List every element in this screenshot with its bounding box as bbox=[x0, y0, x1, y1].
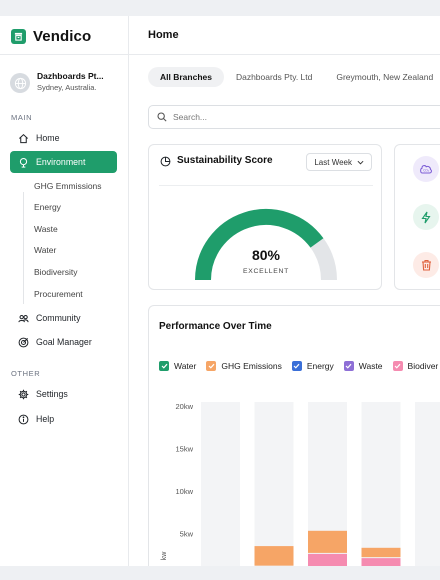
org-switcher[interactable]: Dazhboards Pt... Sydney, Australia. bbox=[10, 71, 104, 94]
globe-icon bbox=[10, 73, 30, 93]
legend-waste[interactable]: Waste bbox=[343, 361, 383, 371]
sidebar: Vendico Dazhboards Pt... Sydney, Austral… bbox=[0, 16, 129, 566]
sustainability-score-card: Sustainability Score Last Week 80% EXCEL… bbox=[148, 144, 382, 290]
top-bar: Home bbox=[129, 16, 440, 55]
app-window: Vendico Dazhboards Pt... Sydney, Austral… bbox=[0, 16, 440, 566]
brand-name: Vendico bbox=[33, 28, 92, 45]
legend-label: Waste bbox=[358, 361, 383, 371]
legend-energy[interactable]: Energy bbox=[291, 361, 334, 371]
sidebar-item-goal-manager[interactable]: Goal Manager bbox=[10, 331, 117, 353]
score-title: Sustainability Score bbox=[177, 155, 273, 166]
home-icon bbox=[19, 133, 28, 143]
sidebar-item-environment[interactable]: Environment bbox=[10, 151, 117, 173]
legend-water[interactable]: Water bbox=[159, 361, 196, 371]
y-tick-label: 5kw bbox=[180, 530, 194, 539]
chevron-down-icon bbox=[357, 160, 364, 164]
checkbox-checked-icon bbox=[392, 361, 403, 371]
lightning-icon[interactable] bbox=[413, 204, 439, 230]
bar-background bbox=[254, 402, 294, 566]
brand-logo-icon bbox=[11, 29, 26, 44]
sidebar-item-label: Goal Manager bbox=[36, 337, 92, 347]
checkbox-checked-icon bbox=[206, 361, 217, 371]
sidebar-item-label: Community bbox=[36, 313, 81, 323]
y-tick-label: 15kw bbox=[175, 445, 193, 454]
legend-label: GHG Emissions bbox=[221, 361, 282, 371]
org-location: Sydney, Australia. bbox=[37, 83, 97, 92]
period-dropdown[interactable]: Last Week bbox=[306, 153, 372, 171]
sidebar-item-label: Settings bbox=[36, 389, 68, 399]
bar-background bbox=[361, 402, 401, 566]
co2-icon[interactable]: CO₂ bbox=[413, 156, 439, 182]
sidebar-subitem-waste[interactable]: Waste bbox=[34, 224, 58, 234]
chart-icon bbox=[160, 156, 171, 167]
checkbox-checked-icon bbox=[291, 361, 302, 371]
org-name: Dazhboards Pt... bbox=[37, 71, 104, 81]
sidebar-subitem-procurement[interactable]: Procurement bbox=[34, 289, 83, 299]
score-gauge bbox=[195, 209, 337, 281]
target-icon bbox=[18, 337, 29, 347]
svg-text:CO₂: CO₂ bbox=[423, 168, 430, 172]
gauge-fill bbox=[195, 209, 324, 281]
score-rating: EXCELLENT bbox=[243, 268, 289, 275]
score-percent: 80% bbox=[251, 247, 281, 263]
bar-segment bbox=[254, 546, 294, 566]
sidebar-item-label: Home bbox=[36, 133, 60, 143]
performance-card: Performance Over Time Water GHG Emission… bbox=[148, 305, 440, 566]
bar-segment bbox=[308, 530, 347, 553]
section-label-main: MAIN bbox=[11, 113, 33, 122]
tab-dazhboards[interactable]: Dazhboards Pty. Ltd bbox=[235, 72, 313, 82]
sidebar-subitem-biodiversity[interactable]: Biodiversity bbox=[34, 267, 78, 277]
brand[interactable]: Vendico bbox=[11, 28, 91, 45]
sidebar-item-home[interactable]: Home bbox=[10, 127, 117, 149]
chart-legend: Water GHG Emissions Energy Waste Biodive… bbox=[159, 361, 438, 371]
tab-all-branches[interactable]: All Branches bbox=[148, 67, 224, 87]
tab-greymouth[interactable]: Greymouth, New Zealand bbox=[336, 72, 434, 82]
branch-tabs: All Branches Dazhboards Pty. Ltd Greymou… bbox=[148, 67, 440, 87]
checkbox-checked-icon bbox=[343, 361, 354, 371]
performance-chart: 5kw 10kw 15kw 20kw kw bbox=[161, 402, 440, 566]
bar-segment bbox=[361, 547, 401, 558]
community-icon bbox=[18, 314, 29, 322]
card-divider bbox=[159, 185, 373, 186]
section-label-other: OTHER bbox=[11, 369, 41, 378]
bar-segment bbox=[308, 553, 347, 566]
y-tick-label: 10kw bbox=[175, 487, 193, 496]
period-value: Last Week bbox=[314, 157, 352, 167]
gear-icon bbox=[18, 389, 29, 399]
search-input[interactable] bbox=[173, 112, 373, 122]
sidebar-item-community[interactable]: Community bbox=[10, 307, 117, 329]
checkbox-checked-icon bbox=[159, 361, 169, 371]
page-title: Home bbox=[148, 29, 179, 41]
gauge-track bbox=[310, 238, 337, 281]
legend-label: Biodiver bbox=[407, 361, 439, 371]
performance-title: Performance Over Time bbox=[159, 321, 272, 332]
sidebar-subitem-ghg[interactable]: GHG Emmissions bbox=[34, 181, 102, 191]
search-icon bbox=[157, 112, 167, 122]
y-tick-label: 20kw bbox=[175, 402, 193, 411]
sidebar-item-label: Help bbox=[36, 414, 55, 424]
sidebar-item-help[interactable]: Help bbox=[10, 408, 117, 430]
info-icon bbox=[18, 414, 29, 424]
trash-icon[interactable] bbox=[413, 252, 439, 278]
submenu-guide bbox=[23, 192, 24, 304]
legend-label: Water bbox=[174, 361, 197, 371]
bar-background bbox=[201, 402, 240, 566]
sidebar-item-label: Environment bbox=[36, 157, 86, 167]
sidebar-subitem-energy[interactable]: Energy bbox=[34, 202, 61, 212]
sidebar-subitem-water[interactable]: Water bbox=[34, 245, 57, 255]
search-box[interactable] bbox=[148, 105, 440, 129]
legend-ghg-emissions[interactable]: GHG Emissions bbox=[206, 361, 282, 371]
sidebar-item-settings[interactable]: Settings bbox=[10, 383, 117, 405]
metric-shortcuts-card: CO₂ bbox=[394, 144, 440, 290]
y-axis-label: kw bbox=[161, 551, 168, 561]
sidebar-divider bbox=[0, 54, 129, 55]
bar-background bbox=[415, 402, 440, 566]
bar-segment bbox=[361, 558, 401, 566]
legend-label: Energy bbox=[306, 361, 334, 371]
leaf-icon bbox=[19, 157, 28, 168]
legend-biodiversity[interactable]: Biodiver bbox=[392, 361, 439, 371]
